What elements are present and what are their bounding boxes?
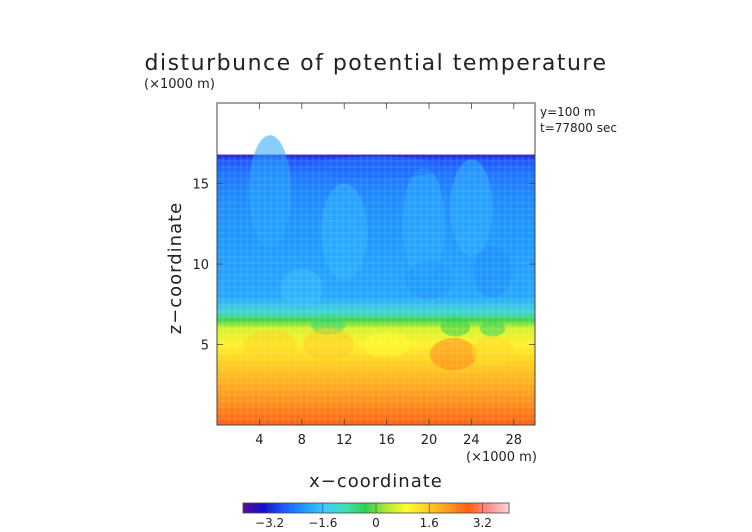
annotation-t: t=77800 sec [540,121,617,135]
y-tick-label: 15 [192,178,209,193]
x-tick-label: 8 [298,433,306,448]
plot-area [217,103,535,425]
y-axis-ticks: 5 10 15 [192,178,535,354]
field-blob [280,268,323,308]
field-blob [450,159,493,256]
x-tick-label: 4 [255,433,263,448]
colorbar-tick-label: −3.2 [255,516,284,530]
y-axis-label: z−coordinate [165,202,186,335]
y-unit-label: (×1000 m) [144,77,215,92]
x-tick-label: 12 [336,433,353,448]
field-blob [312,156,440,179]
y-tick-label: 5 [201,339,209,354]
x-axis-ticks: 4 8 12 16 20 24 28 [255,103,522,448]
x-tick-label: 28 [506,433,523,448]
colorbar-tick-label: 1.6 [420,516,439,530]
colorbar-ticks: −3.2 −1.6 0 1.6 3.2 [255,503,492,530]
field-blob [440,317,471,337]
chart-title: disturbunce of potential temperature [145,51,608,76]
x-tick-label: 24 [463,433,480,448]
colorbar-tick-label: −1.6 [308,516,337,530]
annotation-y: y=100 m [540,105,596,119]
field-blob [363,331,410,358]
x-unit-label: (×1000 m) [466,450,537,465]
field-blob [248,135,292,248]
y-tick-label: 10 [192,258,209,273]
x-tick-label: 20 [421,433,438,448]
field-blob [405,260,453,300]
field-blob [430,338,477,371]
field-blob [479,320,506,337]
x-tick-label: 16 [378,433,395,448]
colorbar-tick-label: 3.2 [473,516,492,530]
fine-grid [217,154,535,425]
field-structures [243,135,514,371]
colorbar-tick-label: 0 [372,516,380,530]
x-axis-label: x−coordinate [309,471,443,492]
field-blob [320,183,368,281]
field-blob [402,167,445,281]
field-blob [302,328,354,361]
field-blob [473,246,512,298]
field-blob [471,336,514,366]
field-blob [243,330,297,359]
